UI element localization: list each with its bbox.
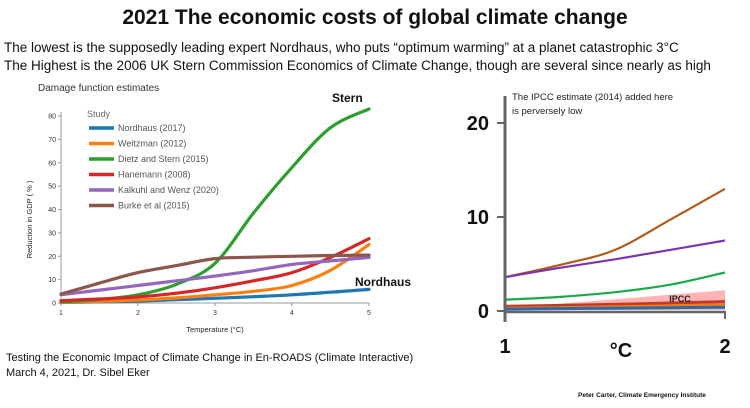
- left-y-tick-label: 50: [48, 184, 56, 191]
- annotation-stern: Stern: [332, 91, 363, 105]
- left-x-tick-label: 4: [290, 310, 294, 317]
- subtitle-line-1: The lowest is the supposedly leading exp…: [4, 40, 679, 55]
- right-y-tick-label: 20: [467, 113, 489, 135]
- legend-label: Burke et al (2015): [118, 201, 190, 211]
- right-x-axis-title: °C: [610, 340, 632, 362]
- source-date-author: March 4, 2021, Dr. Sibel Eker: [6, 367, 150, 379]
- legend-label: Nordhaus (2017): [118, 123, 186, 133]
- left-chart-title: Damage function estimates: [38, 83, 160, 94]
- left-y-tick-label: 60: [48, 160, 56, 167]
- legend-label: Dietz and Stern (2015): [118, 154, 209, 164]
- right-series-line-burke-et-al-2015: [504, 187, 726, 279]
- ipcc-note-line-2: is perversely low: [512, 106, 582, 117]
- right-chart: 0 10 20 1 2 °C The IPCC estimate (2014) added …: [467, 92, 731, 362]
- left-chart: 0 10 20 30 40 50 60 70 80 1 2 3 4 5 Temperature (°C) Re…: [25, 91, 411, 334]
- left-y-tick-label: 20: [48, 254, 56, 261]
- left-x-tick-label: 2: [136, 310, 140, 317]
- legend-label: Hanemann (2008): [118, 170, 191, 180]
- right-x-tick-label: 2: [719, 336, 730, 358]
- annotation-nordhaus: Nordhaus: [355, 275, 411, 289]
- right-series-line-dietz-and-stern-2015: [504, 271, 726, 301]
- left-x-tick-label: 1: [59, 310, 63, 317]
- series-line-burke-et-al-2015: [59, 253, 371, 296]
- legend-label: Kalkuhl and Wenz (2020): [118, 185, 219, 195]
- left-y-tick-label: 40: [48, 207, 56, 214]
- left-y-tick-label: 70: [48, 137, 56, 144]
- right-x-tick-label: 1: [499, 336, 510, 358]
- right-series-line-nordhaus-2017: [504, 305, 726, 311]
- left-y-tick-label: 10: [48, 277, 56, 284]
- legend-title: Study: [87, 109, 111, 119]
- left-x-tick-label: 3: [213, 310, 217, 317]
- left-y-tick-label: 0: [52, 301, 56, 308]
- ipcc-note-line-1: The IPCC estimate (2014) added here: [512, 92, 673, 103]
- author-credit: Peter Carter, Climate Emergency Institut…: [578, 392, 706, 399]
- right-series-line-kalkuhl-and-wenz-2020: [504, 239, 726, 279]
- left-y-tick-label: 80: [48, 114, 56, 121]
- source-citation: Testing the Economic Impact of Climate C…: [6, 352, 414, 364]
- right-y-tick-label: 10: [467, 207, 489, 229]
- subtitle-line-2: The Highest is the 2006 UK Stern Commiss…: [4, 58, 711, 73]
- ipcc-band-label: IPCC: [669, 294, 691, 304]
- left-x-tick-label: 5: [367, 310, 371, 317]
- left-x-axis-title: Temperature (°C): [186, 325, 244, 334]
- right-series-line-hanemann-2008: [504, 300, 726, 308]
- right-y-tick-label: 0: [478, 301, 489, 323]
- legend-label: Weitzman (2012): [118, 139, 186, 149]
- series-line-kalkuhl-and-wenz-2020: [59, 255, 371, 297]
- slide-title: 2021 The economic costs of global climat…: [122, 6, 628, 29]
- left-y-axis-title: Reduction in GDP ( % ): [25, 180, 34, 258]
- series-line-weitzman-2012: [59, 243, 371, 304]
- left-y-tick-label: 30: [48, 230, 56, 237]
